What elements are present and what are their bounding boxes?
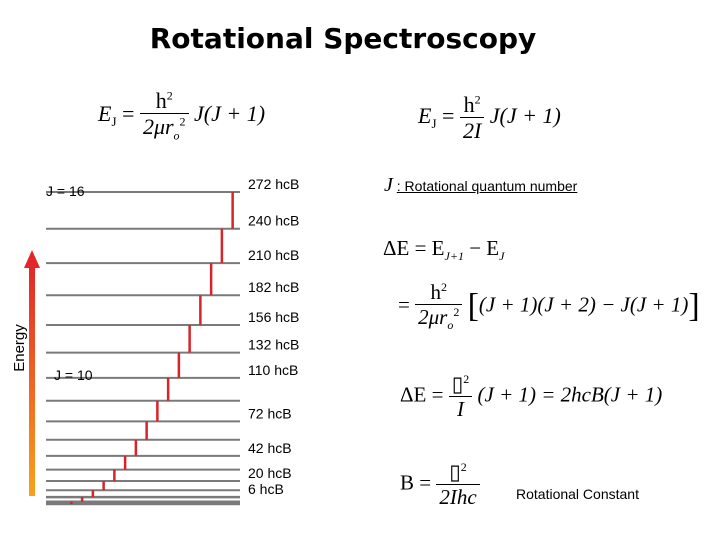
energy-levels: [46, 191, 240, 506]
eq2-num: h: [463, 92, 475, 117]
eq2-den: 2I: [462, 118, 482, 144]
eq2-tail: J(J + 1): [489, 102, 561, 128]
delta3-fraction: ▯2 I: [448, 372, 473, 422]
energy-value-label: 240 hcB: [248, 213, 299, 229]
b-num: ▯: [449, 460, 461, 484]
delta2-num-sup: 2: [440, 280, 447, 294]
delta2-bracket: (J + 1)(J + 2) − J(J + 1): [478, 292, 689, 317]
eq2-lhs-sub: J: [431, 116, 437, 132]
delta2-den: 2μr: [418, 305, 448, 330]
eq1-lhs: E: [98, 100, 112, 126]
eq2-lhs: E: [418, 102, 432, 128]
b-lhs: B =: [400, 470, 432, 495]
delta3-den: I: [456, 397, 464, 422]
delta-energy-result: ΔE = ▯2 I (J + 1) = 2hcB(J + 1): [400, 372, 662, 421]
eq1-num: h: [155, 88, 167, 113]
energy-value-label: 182 hcB: [248, 279, 299, 295]
energy-arrow-shaft: [29, 264, 35, 496]
delta2-den-sub: o: [447, 318, 454, 333]
eq1-den-sub: o: [173, 128, 180, 143]
delta2-fraction: h2 2μro2: [415, 280, 463, 333]
energy-values: 272 hcB 240 hcB 210 hcB 182 hcB 156 hcB 132 h…: [248, 176, 299, 497]
energy-value-label: 20 hcB: [248, 465, 292, 481]
energy-level-diagram: Energy J = 16 J = 10 272 hcB 240 hcB 210 h…: [11, 176, 299, 506]
energy-value-label: 132 hcB: [248, 337, 299, 353]
rotational-constant-label: Rotational Constant: [516, 486, 639, 502]
rotational-constant-equation: B = ▯2 2Ihc: [400, 460, 480, 509]
energy-equation-moment-of-inertia: EJ = h2 2I J(J + 1): [418, 92, 561, 144]
j-symbol: J: [384, 174, 393, 196]
energy-value-label: 6 hcB: [248, 481, 284, 497]
energy-value-label: 110 hcB: [248, 362, 298, 378]
delta1-sub1: J+1: [444, 249, 464, 264]
delta1-mid: − E: [463, 236, 500, 260]
eq2-fraction: h2 2I: [459, 92, 485, 144]
energy-value-label: 210 hcB: [248, 247, 299, 263]
delta-energy-definition: ΔE = EJ+1 − EJ: [383, 236, 504, 264]
energy-value-label: 42 hcB: [248, 440, 292, 456]
delta-energy-expansion: = h2 2μro2 [(J + 1)(J + 2) − J(J + 1)]: [398, 280, 700, 333]
delta1-lhs: ΔE = E: [383, 236, 445, 260]
delta3-lhs: ΔE =: [400, 382, 444, 407]
transition-lines: [70, 192, 234, 504]
j-mid-label: J = 10: [54, 367, 93, 383]
energy-value-label: 72 hcB: [248, 405, 292, 421]
eq1-tail: J(J + 1): [194, 100, 266, 126]
energy-arrow-head: [24, 250, 40, 268]
delta3-num: ▯: [451, 372, 464, 396]
j-definition: J : Rotational quantum number: [384, 174, 577, 197]
delta2-num: h: [430, 280, 441, 304]
b-num-sup: 2: [460, 460, 467, 474]
energy-equation-reduced-mass: EJ = h2 2μro2 J(J + 1): [98, 88, 266, 143]
b-fraction: ▯2 2Ihc: [436, 460, 480, 510]
eq1-num-sup: 2: [166, 88, 173, 103]
energy-axis-label: Energy: [11, 324, 28, 372]
slide-title: Rotational Spectroscopy: [149, 22, 537, 55]
eq1-den: 2μr: [142, 114, 174, 140]
delta2-den-sup: 2: [453, 305, 460, 320]
j-note: : Rotational quantum number: [396, 178, 578, 194]
delta1-sub2: J: [499, 249, 505, 264]
delta3-num-sup: 2: [463, 372, 470, 386]
b-den: 2Ihc: [439, 485, 477, 510]
eq1-lhs-sub: J: [111, 114, 117, 130]
eq2-num-sup: 2: [474, 92, 481, 107]
delta3-tail: (J + 1) = 2hcB(J + 1): [477, 382, 663, 407]
energy-value-label: 272 hcB: [248, 176, 299, 192]
eq1-fraction: h2 2μro2: [139, 88, 189, 143]
eq1-den-sup: 2: [179, 114, 186, 129]
energy-value-label: 156 hcB: [248, 309, 299, 325]
j-top-label: J = 16: [46, 183, 85, 199]
